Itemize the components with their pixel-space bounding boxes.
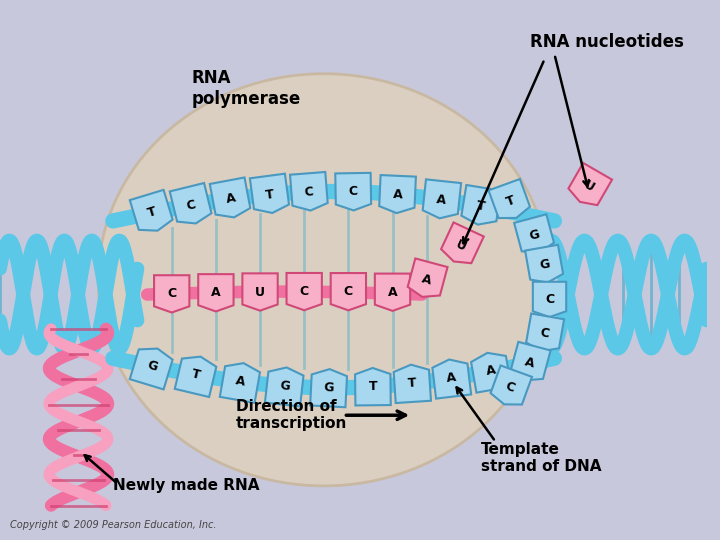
Text: G: G	[528, 228, 541, 243]
Polygon shape	[490, 366, 532, 404]
Text: Newly made RNA: Newly made RNA	[113, 478, 259, 494]
Polygon shape	[154, 275, 189, 313]
Text: U: U	[454, 238, 469, 253]
Polygon shape	[526, 314, 564, 351]
Text: A: A	[225, 192, 237, 206]
Text: T: T	[504, 194, 516, 209]
Polygon shape	[533, 282, 566, 317]
Text: U: U	[255, 286, 265, 299]
Text: C: C	[504, 380, 517, 395]
Polygon shape	[433, 360, 471, 399]
Text: T: T	[191, 367, 202, 382]
Polygon shape	[375, 274, 410, 311]
Polygon shape	[489, 179, 530, 218]
Text: A: A	[446, 371, 457, 385]
Text: C: C	[343, 285, 353, 298]
Polygon shape	[423, 179, 461, 218]
Text: C: C	[167, 287, 176, 300]
Text: A: A	[235, 374, 246, 389]
Polygon shape	[525, 245, 563, 282]
Polygon shape	[510, 342, 551, 380]
Text: C: C	[545, 293, 554, 306]
Polygon shape	[471, 353, 511, 393]
Text: C: C	[539, 327, 550, 341]
Polygon shape	[243, 273, 278, 310]
Polygon shape	[287, 273, 322, 310]
Polygon shape	[265, 367, 304, 407]
Text: Copyright © 2009 Pearson Education, Inc.: Copyright © 2009 Pearson Education, Inc.	[10, 520, 216, 530]
Polygon shape	[175, 356, 216, 397]
Text: A: A	[485, 364, 497, 379]
Polygon shape	[290, 172, 328, 211]
Text: T: T	[408, 376, 417, 390]
Polygon shape	[210, 178, 251, 218]
Text: RNA nucleotides: RNA nucleotides	[530, 32, 684, 51]
Polygon shape	[514, 214, 554, 253]
Polygon shape	[462, 185, 501, 225]
Ellipse shape	[98, 74, 549, 486]
Text: U: U	[581, 178, 596, 195]
Text: C: C	[304, 185, 314, 199]
Polygon shape	[310, 369, 347, 407]
Text: T: T	[146, 205, 158, 220]
Polygon shape	[170, 183, 212, 224]
Text: T: T	[369, 380, 377, 393]
Text: T: T	[475, 199, 486, 213]
Text: T: T	[265, 187, 275, 201]
Polygon shape	[130, 349, 173, 389]
Polygon shape	[250, 174, 289, 213]
Text: Template
strand of DNA: Template strand of DNA	[481, 442, 601, 474]
Polygon shape	[198, 274, 233, 312]
Polygon shape	[568, 163, 612, 205]
Text: A: A	[211, 286, 221, 299]
Text: C: C	[185, 198, 197, 213]
Text: G: G	[145, 359, 159, 374]
Text: A: A	[392, 188, 402, 201]
Polygon shape	[355, 368, 391, 406]
Text: G: G	[539, 258, 551, 272]
Text: A: A	[436, 193, 447, 207]
Polygon shape	[441, 222, 484, 263]
Polygon shape	[394, 364, 431, 403]
Polygon shape	[330, 273, 366, 310]
Polygon shape	[220, 363, 260, 403]
Text: Direction of
transcription: Direction of transcription	[235, 399, 347, 431]
Text: A: A	[387, 286, 397, 299]
Text: C: C	[300, 285, 309, 298]
Text: A: A	[420, 272, 433, 287]
Polygon shape	[379, 175, 416, 213]
Text: G: G	[279, 379, 290, 393]
Text: RNA
polymerase: RNA polymerase	[192, 69, 301, 107]
Text: C: C	[348, 185, 358, 198]
Polygon shape	[336, 173, 371, 211]
Text: G: G	[323, 381, 334, 395]
Polygon shape	[130, 190, 173, 231]
Text: A: A	[523, 356, 536, 371]
Polygon shape	[408, 259, 448, 297]
